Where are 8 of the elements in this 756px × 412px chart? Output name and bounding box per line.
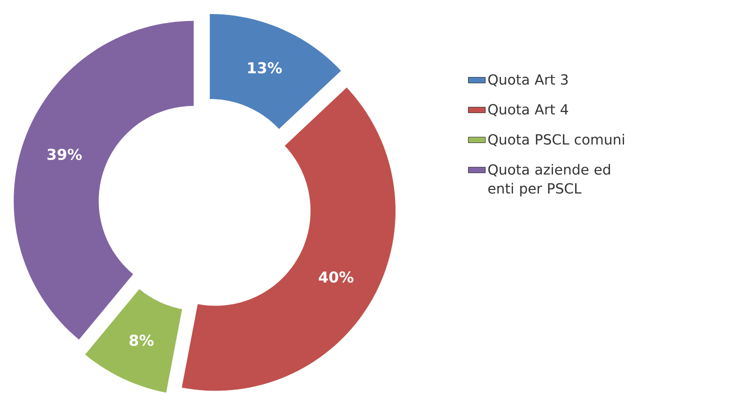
data-label: 40% — [318, 271, 354, 283]
data-label: 39% — [47, 148, 82, 160]
legend-label: Quota Art 4 — [488, 104, 568, 116]
data-label: 8% — [130, 334, 154, 346]
legend-label: Quota aziende ed enti per PSCL — [488, 164, 610, 196]
legend-label: Quota Art 3 — [488, 74, 568, 86]
legend-label: Quota PSCL comuni — [488, 134, 624, 146]
data-label: 13% — [248, 62, 282, 74]
